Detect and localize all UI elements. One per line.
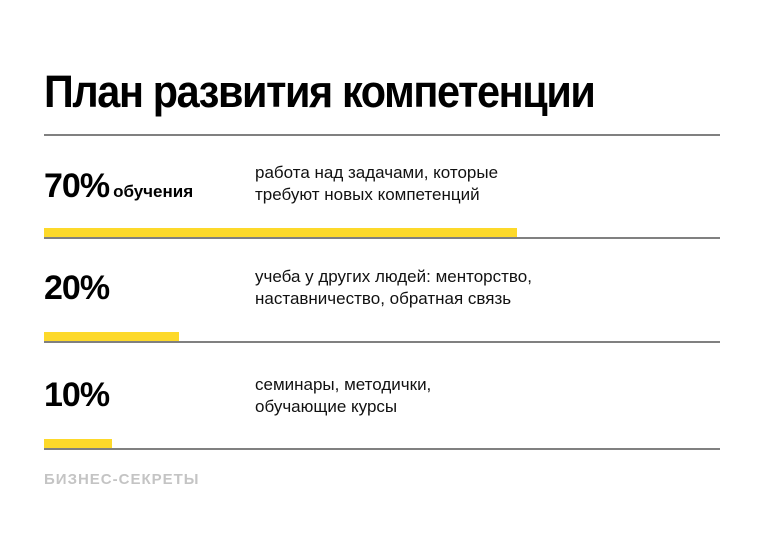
brand-logo: БИЗНЕС-СЕКРЕТЫ: [44, 471, 200, 488]
progress-bar: [44, 439, 112, 448]
description: работа над задачами, которые требуют новы…: [255, 163, 499, 204]
percent-label: 10%: [44, 376, 110, 414]
divider-top: [44, 134, 720, 136]
progress-bar: [44, 332, 179, 341]
progress-bar: [44, 228, 517, 237]
divider: [44, 237, 720, 239]
percent-label: 70% обучения: [44, 167, 194, 205]
description: семинары, методички, обучающие курсы: [255, 375, 432, 416]
percent-suffix: обучения: [113, 182, 194, 201]
divider: [44, 341, 720, 343]
divider: [44, 448, 720, 450]
chart-title: План развития компетенции: [44, 66, 596, 117]
percent-label: 20%: [44, 269, 110, 307]
description: учеба у других людей: менторство, наставн…: [255, 267, 532, 308]
